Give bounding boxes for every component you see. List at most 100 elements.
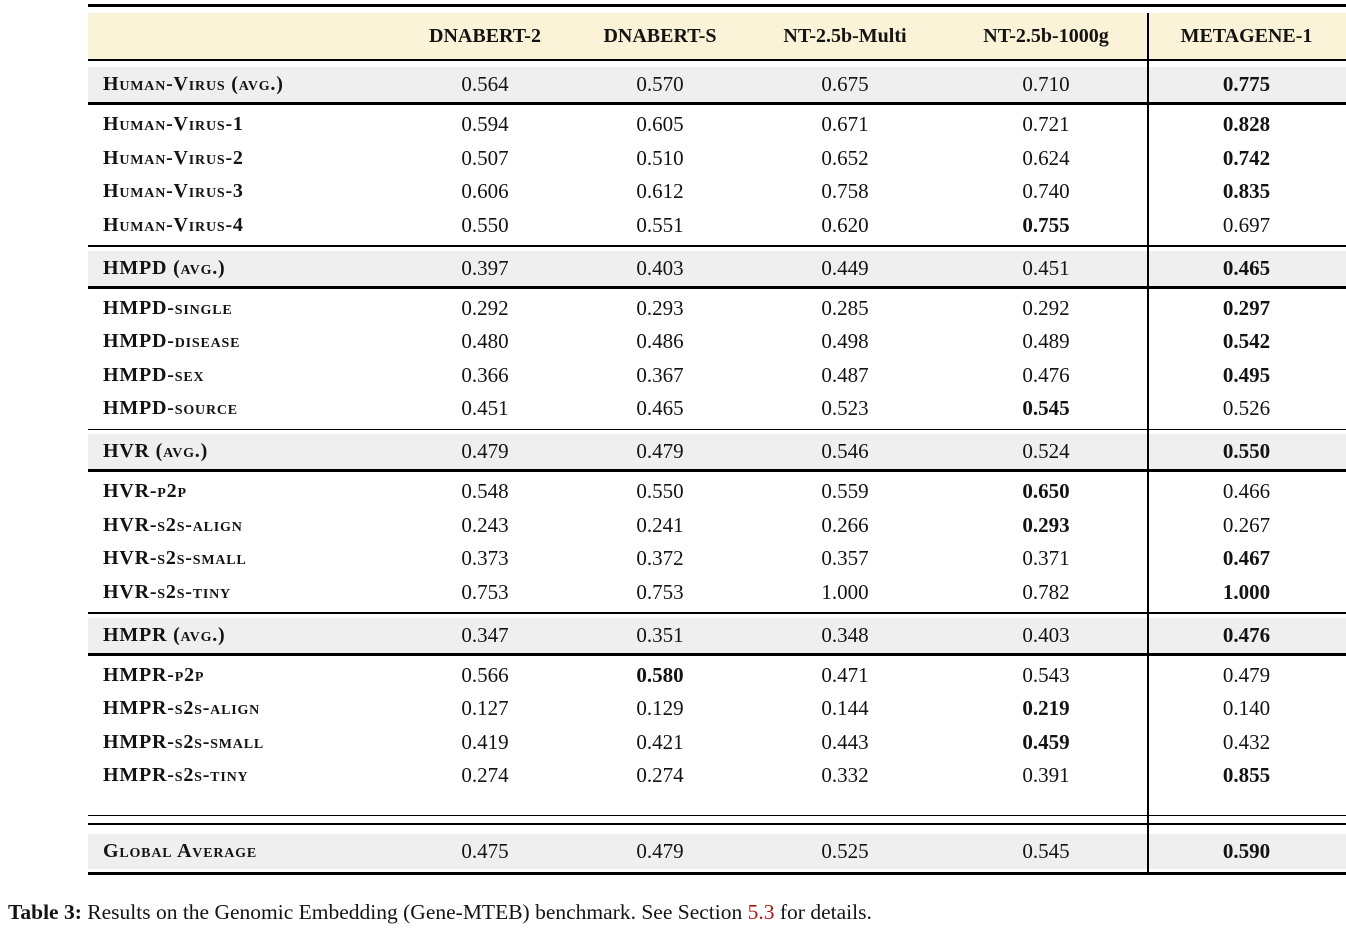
table-top-rule bbox=[88, 4, 1346, 7]
column-header-nt-25b-1000g: NT-2.5b-1000g bbox=[983, 24, 1109, 47]
header-bottom-rule bbox=[88, 59, 1346, 61]
row-label: HMPD-sex bbox=[103, 363, 205, 386]
spacer bbox=[88, 796, 1346, 815]
cell-value: 0.274 bbox=[461, 763, 509, 788]
spacer bbox=[88, 825, 1346, 834]
cell-value: 0.507 bbox=[461, 145, 509, 170]
cell-value: 0.675 bbox=[821, 72, 869, 96]
cell-value: 0.835 bbox=[1222, 179, 1271, 204]
cell-value: 0.476 bbox=[1222, 622, 1271, 647]
cell-value: 0.510 bbox=[636, 145, 684, 170]
cell-value: 0.671 bbox=[821, 112, 869, 137]
table-bottom-rule bbox=[88, 871, 1346, 875]
cell-value: 0.550 bbox=[461, 212, 509, 237]
cell-value: 0.721 bbox=[1022, 112, 1070, 137]
caption-text-before: Results on the Genomic Embedding (Gene-M… bbox=[81, 899, 748, 924]
cell-value: 1.000 bbox=[821, 579, 869, 604]
cell-value: 0.267 bbox=[1222, 512, 1271, 537]
cell-value: 0.479 bbox=[636, 838, 684, 863]
cell-value: 0.292 bbox=[461, 295, 509, 320]
row-label: HMPR-s2s-align bbox=[103, 697, 261, 720]
row-label: Global Average bbox=[103, 839, 258, 862]
cell-value: 0.594 bbox=[461, 112, 509, 137]
cell-value: 0.466 bbox=[1222, 479, 1271, 504]
cell-value: 0.710 bbox=[1022, 72, 1070, 96]
cell-value: 0.285 bbox=[821, 295, 869, 320]
cell-value: 0.550 bbox=[1222, 439, 1271, 463]
cell-value: 0.293 bbox=[636, 295, 684, 320]
double-rule-top bbox=[88, 814, 1346, 816]
cell-value: 0.566 bbox=[461, 662, 509, 687]
cell-value: 0.542 bbox=[1222, 329, 1271, 354]
section-top-rule bbox=[88, 612, 1346, 614]
table-row: Human-Virus-3 0.606 0.612 0.758 0.740 0.835 bbox=[88, 175, 1346, 209]
cell-value: 0.742 bbox=[1222, 145, 1271, 170]
caption-text-after: for details. bbox=[774, 899, 872, 924]
row-label: HMPD (avg.) bbox=[103, 256, 226, 279]
table-row: Human-Virus-2 0.507 0.510 0.652 0.624 0.742 bbox=[88, 142, 1346, 176]
cell-value: 0.526 bbox=[1222, 396, 1271, 421]
cell-value: 0.432 bbox=[1222, 729, 1271, 754]
cell-value: 0.274 bbox=[636, 763, 684, 788]
cell-value: 0.758 bbox=[821, 179, 869, 204]
cell-value: 0.697 bbox=[1222, 212, 1271, 237]
cell-value: 0.523 bbox=[821, 396, 869, 421]
section-average-bottom-rule bbox=[88, 102, 1346, 105]
cell-value: 0.467 bbox=[1222, 546, 1271, 571]
section-top-rule bbox=[88, 245, 1346, 247]
section-rows: HMPD-single 0.292 0.293 0.285 0.292 0.297 HMPD… bbox=[88, 289, 1346, 429]
cell-value: 0.241 bbox=[636, 512, 684, 537]
cell-value: 0.348 bbox=[821, 622, 869, 647]
row-label: Human-Virus (avg.) bbox=[103, 73, 284, 95]
cell-value: 0.495 bbox=[1222, 362, 1271, 387]
cell-value: 0.550 bbox=[636, 479, 684, 504]
cell-value: 0.620 bbox=[821, 212, 869, 237]
cell-value: 0.347 bbox=[461, 622, 509, 647]
cell-value: 0.564 bbox=[461, 72, 509, 96]
row-label: HMPR-s2s-small bbox=[103, 730, 264, 753]
cell-value: 0.367 bbox=[636, 362, 684, 387]
row-label: HMPR (avg.) bbox=[103, 623, 226, 646]
cell-value: 0.855 bbox=[1222, 763, 1271, 788]
row-label: HVR-p2p bbox=[103, 480, 187, 503]
row-label: HMPR-s2s-tiny bbox=[103, 764, 249, 787]
cell-value: 0.545 bbox=[1022, 396, 1070, 421]
cell-value: 0.476 bbox=[1022, 362, 1070, 387]
section-top-rule bbox=[88, 428, 1346, 430]
cell-value: 0.755 bbox=[1022, 212, 1070, 237]
section-average-row: HMPD (avg.) 0.397 0.403 0.449 0.451 0.465 bbox=[88, 250, 1346, 286]
cell-value: 0.129 bbox=[636, 696, 684, 721]
cell-value: 0.243 bbox=[461, 512, 509, 537]
caption-label: Table 3: bbox=[8, 899, 82, 924]
cell-value: 0.144 bbox=[821, 696, 869, 721]
cell-value: 0.650 bbox=[1022, 479, 1070, 504]
table-row: HVR-s2s-small 0.373 0.372 0.357 0.371 0.467 bbox=[88, 542, 1346, 576]
results-table: DNABERT-2 DNABERT-S NT-2.5b-Multi NT-2.5… bbox=[88, 0, 1346, 875]
table-row: HMPR-s2s-small 0.419 0.421 0.443 0.459 0.432 bbox=[88, 726, 1346, 760]
table-body: Human-Virus (avg.) 0.564 0.570 0.675 0.710 0.… bbox=[88, 67, 1346, 875]
cell-value: 0.357 bbox=[821, 546, 869, 571]
cell-value: 0.740 bbox=[1022, 179, 1070, 204]
cell-value: 0.419 bbox=[461, 729, 509, 754]
section-average-row: HVR (avg.) 0.479 0.479 0.546 0.524 0.550 bbox=[88, 434, 1346, 469]
cell-value: 0.570 bbox=[636, 72, 684, 96]
cell-value: 0.266 bbox=[821, 512, 869, 537]
row-label: Human-Virus-2 bbox=[103, 146, 244, 169]
cell-value: 0.127 bbox=[461, 696, 509, 721]
table-row: HMPR-p2p 0.566 0.580 0.471 0.543 0.479 bbox=[88, 659, 1346, 693]
table-row: HMPD-single 0.292 0.293 0.285 0.292 0.297 bbox=[88, 292, 1346, 326]
column-header-metagene-1: METAGENE-1 bbox=[1180, 24, 1313, 47]
section-average-row: HMPR (avg.) 0.347 0.351 0.348 0.403 0.476 bbox=[88, 617, 1346, 653]
table-caption: Table 3: Results on the Genomic Embeddin… bbox=[8, 900, 1346, 925]
cell-value: 0.489 bbox=[1022, 329, 1070, 354]
section-average-bottom-rule bbox=[88, 469, 1346, 472]
cell-value: 0.753 bbox=[636, 579, 684, 604]
cell-value: 0.297 bbox=[1222, 295, 1271, 320]
section-5-3-link[interactable]: 5.3 bbox=[747, 899, 775, 924]
cell-value: 0.652 bbox=[821, 145, 869, 170]
column-header-dnabert-s: DNABERT-S bbox=[603, 24, 717, 47]
cell-value: 0.479 bbox=[1222, 662, 1271, 687]
row-label: HMPD-single bbox=[103, 296, 233, 319]
cell-value: 0.219 bbox=[1022, 696, 1070, 721]
row-label: Human-Virus-1 bbox=[103, 113, 244, 136]
